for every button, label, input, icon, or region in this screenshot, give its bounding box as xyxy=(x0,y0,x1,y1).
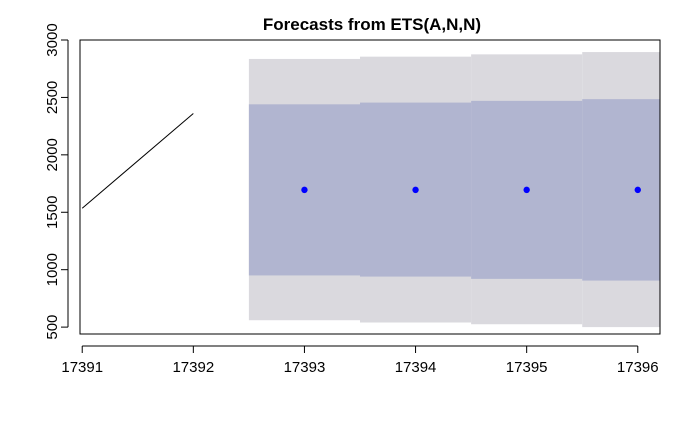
y-tick-label: 2000 xyxy=(44,138,61,171)
plot-frame xyxy=(79,39,661,335)
chart-title: Forecasts from ETS(A,N,N) xyxy=(263,15,481,34)
forecast-point xyxy=(412,186,419,194)
history-line xyxy=(81,113,194,209)
forecast-point xyxy=(523,186,530,194)
forecast-points-group xyxy=(301,186,641,194)
y-tick-label: 3000 xyxy=(44,23,61,56)
x-axis: 17391 17392 17393 17394 17395 17396 xyxy=(61,345,659,376)
y-axis: 500 1000 1500 2000 2500 3000 xyxy=(44,23,69,340)
y-tick-label: 500 xyxy=(44,315,61,340)
x-tick-label: 17393 xyxy=(284,359,326,376)
forecast-point xyxy=(301,186,308,194)
x-tick-label: 17396 xyxy=(617,359,659,376)
history-group xyxy=(81,113,194,209)
forecast-point xyxy=(634,186,641,194)
x-tick-label: 17392 xyxy=(172,359,214,376)
y-tick-label: 2500 xyxy=(44,81,61,114)
x-tick-label: 17391 xyxy=(61,359,103,376)
y-tick-label: 1500 xyxy=(44,196,61,229)
band-80 xyxy=(582,99,660,281)
band-80-group xyxy=(248,99,660,281)
x-tick-label: 17395 xyxy=(506,359,548,376)
x-tick-label: 17394 xyxy=(395,359,437,376)
y-tick-label: 1000 xyxy=(44,253,61,286)
